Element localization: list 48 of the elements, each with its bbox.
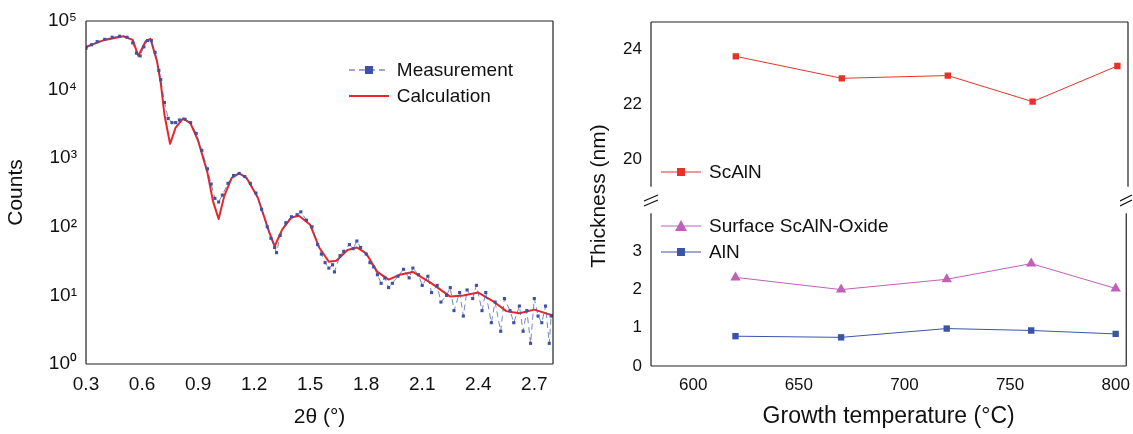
point: [944, 72, 951, 79]
point: [730, 271, 741, 281]
y-tick-label: 22: [623, 94, 642, 114]
point: [1028, 327, 1035, 334]
point: [732, 333, 739, 340]
y-tick-label: 10⁴: [47, 77, 77, 99]
legend-label: Surface ScAlN-Oxide: [709, 214, 889, 239]
x-tick-label: 0.3: [72, 372, 100, 394]
point: [1114, 62, 1121, 70]
y-tick-label: 3: [632, 241, 642, 261]
y-tick-label: 10⁰: [48, 352, 77, 374]
y-tick-label: 0: [632, 355, 642, 375]
y-tick-label: 10³: [49, 146, 77, 168]
y-tick-label: 20: [623, 149, 642, 169]
point: [1029, 98, 1036, 105]
x-tick-label: 2.4: [465, 372, 492, 394]
point: [837, 334, 845, 341]
y-tick-label: 10¹: [49, 283, 77, 305]
x-tick-label: 700: [890, 374, 919, 394]
x-tick-label: 1.2: [240, 372, 268, 394]
x-tick-label: 0.6: [128, 372, 156, 394]
point: [1026, 257, 1037, 267]
x-tick-label: 1.5: [296, 372, 324, 394]
point: [943, 325, 950, 332]
legend-label: Measurement: [396, 58, 513, 82]
point: [835, 283, 847, 293]
point: [732, 53, 739, 60]
x-axis-title: 2θ (°): [293, 404, 346, 428]
y-tick-label: 2: [632, 279, 642, 299]
y-tick-label: 24: [623, 39, 642, 59]
x-tick-label: 650: [784, 374, 814, 394]
x-tick-label: 1.8: [352, 372, 380, 394]
y-tick-label: 10²: [49, 215, 77, 237]
x-axis-title: Growth temperature (°C): [762, 401, 1015, 428]
x-tick-label: 800: [1101, 374, 1130, 394]
x-tick-label: 750: [995, 374, 1025, 394]
legend-label: ScAlN: [709, 159, 762, 184]
y-tick-label: 1: [632, 317, 642, 337]
x-tick-label: 2.7: [521, 372, 548, 394]
x-tick-label: 600: [679, 374, 708, 394]
x-tick-label: 0.9: [184, 372, 212, 394]
legend-label: AlN: [709, 240, 740, 265]
y-axis-title: Counts: [3, 159, 27, 226]
y-axis-title: Thickness (nm): [586, 124, 610, 268]
point: [941, 273, 952, 283]
x-tick-label: 2.1: [409, 372, 436, 394]
legend-label: Calculation: [396, 84, 491, 108]
y-tick-label: 10⁵: [47, 9, 77, 31]
